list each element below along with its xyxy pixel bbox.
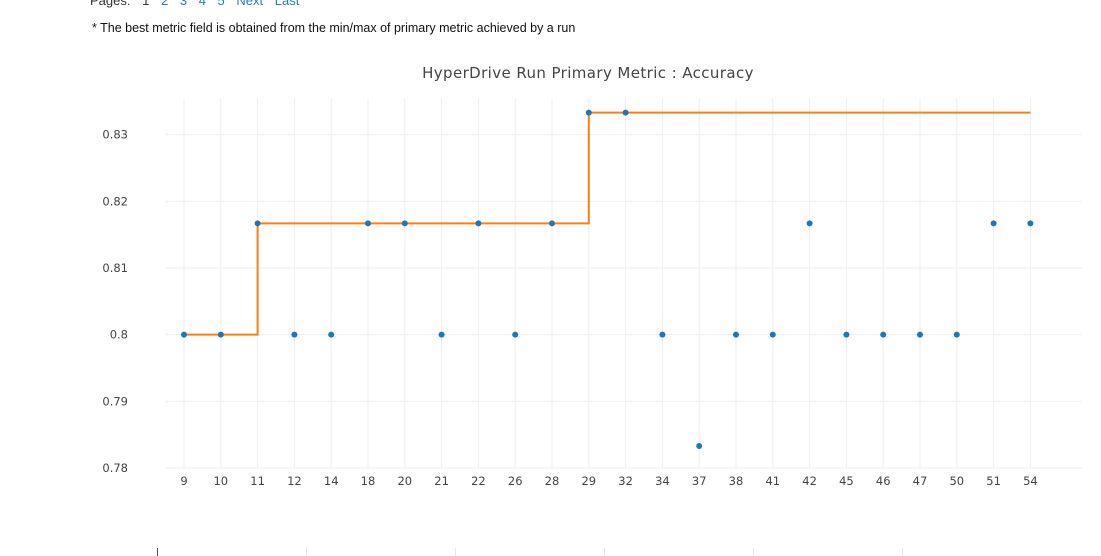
page-link-2[interactable]: 2 [160,0,169,8]
bottom-divider [902,548,903,556]
run-points [181,109,1034,449]
best-metric-footnote: * The best metric field is obtained from… [92,21,576,35]
x-tick-label: 37 [692,474,707,488]
y-axis-ticks: 0.78 0.79 0.8 0.81 0.82 0.83 [102,128,128,475]
x-tick-label: 50 [949,474,964,488]
bottom-divider [455,548,456,556]
pager: Pages: 1 2 3 4 5 Next Last [90,0,300,8]
x-tick-label: 10 [213,474,228,488]
run-point[interactable] [438,331,445,338]
run-point[interactable] [585,109,592,116]
run-point[interactable] [475,220,482,227]
run-point[interactable] [953,331,960,338]
page-link-next[interactable]: Next [236,0,264,8]
x-tick-label: 28 [545,474,560,488]
x-tick-label: 42 [802,474,817,488]
y-tick-label: 0.78 [102,461,128,475]
run-point[interactable] [401,220,408,227]
x-tick-label: 12 [287,474,302,488]
y-tick-label: 0.82 [102,194,128,208]
y-tick-label: 0.83 [102,128,128,142]
pager-label: Pages: [90,0,131,8]
run-point[interactable] [696,443,703,449]
x-tick-label: 46 [876,474,891,488]
bottom-strip [0,548,1101,556]
x-tick-label: 45 [839,474,854,488]
bottom-divider [157,548,158,556]
run-point[interactable] [806,220,813,227]
y-tick-label: 0.81 [102,261,128,275]
run-point[interactable] [622,109,629,116]
run-point[interactable] [733,331,739,338]
run-point[interactable] [990,220,997,227]
run-point[interactable] [880,331,887,338]
run-point[interactable] [659,331,666,338]
x-tick-label: 22 [471,474,486,488]
page-link-last[interactable]: Last [274,0,300,8]
x-tick-label: 18 [361,474,376,488]
x-tick-label: 41 [765,474,780,488]
run-point[interactable] [181,331,187,338]
run-point[interactable] [917,331,923,338]
x-tick-label: 51 [986,474,1001,488]
run-point[interactable] [291,331,298,338]
bottom-divider [604,548,605,556]
best-metric-line [184,111,1031,336]
run-point[interactable] [365,220,371,227]
chart-gridlines [165,98,1082,469]
x-axis-ticks: 9 10 11 12 14 18 20 21 22 26 28 29 32 34 37 38 41 42 45 46 4… [180,474,1037,488]
chart-title: HyperDrive Run Primary Metric : Accuracy [422,64,754,82]
x-tick-label: 47 [913,474,928,488]
page-link-3[interactable]: 3 [179,0,188,8]
run-point[interactable] [512,331,519,338]
x-tick-label: 11 [250,474,265,488]
run-point[interactable] [843,331,850,338]
x-tick-label: 38 [729,474,744,488]
page-link-5[interactable]: 5 [217,0,225,8]
run-point[interactable] [769,331,776,338]
page-link-4[interactable]: 4 [198,0,206,8]
x-tick-label: 32 [618,474,633,488]
page-link-1[interactable]: 1 [142,0,150,8]
x-tick-label: 21 [434,474,449,488]
run-point[interactable] [549,220,555,227]
x-tick-label: 34 [655,474,670,488]
run-point[interactable] [217,331,224,338]
y-tick-label: 0.79 [102,394,128,408]
run-point[interactable] [328,331,335,338]
x-tick-label: 26 [508,474,523,488]
x-tick-label: 29 [581,474,596,488]
bottom-divider [753,548,754,556]
x-tick-label: 9 [180,474,187,488]
x-tick-label: 14 [324,474,339,488]
y-tick-label: 0.8 [110,328,128,342]
run-point[interactable] [1027,220,1034,227]
bottom-divider [306,548,307,556]
x-tick-label: 54 [1023,474,1038,488]
x-tick-label: 20 [397,474,412,488]
run-point[interactable] [254,220,261,227]
